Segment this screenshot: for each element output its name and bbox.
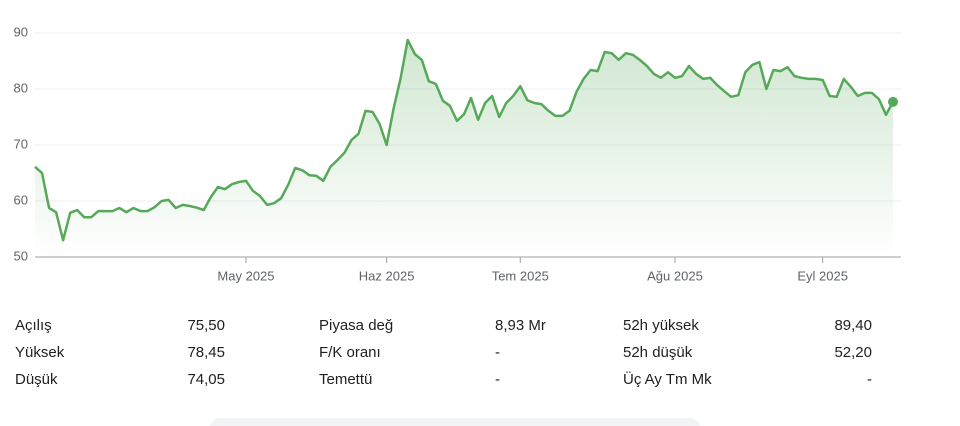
stat-value: 52,20 [834,344,872,361]
stat-value: - [495,371,500,388]
stat-label: Yüksek [15,344,65,361]
stat-label: 52h düşük [623,344,693,361]
stat-value: 74,05 [187,371,225,388]
stat-label: Temettü [319,371,372,388]
stat-label: F/K oranı [319,344,381,361]
stat-value: 78,45 [187,344,225,361]
stat-label: Açılış [15,317,52,334]
stat-label: 52h yüksek [623,317,699,334]
stat-value: 89,40 [834,317,872,334]
x-tick-label: Haz 2025 [359,268,415,283]
y-tick-label: 50 [14,248,28,263]
y-tick-label: 60 [14,192,28,207]
stat-value: 8,93 Mr [495,317,546,334]
stat-label: Üç Ay Tm Mk [623,370,712,388]
stat-value: - [867,371,872,388]
y-tick-label: 80 [14,80,28,95]
price-line [34,38,895,242]
x-tick-label: Ağu 2025 [647,268,703,283]
stat-value: 75,50 [187,317,225,334]
x-tick-label: Tem 2025 [492,268,549,283]
stat-label: Düşük [15,371,58,388]
stat-label: Piyasa değ [319,317,393,334]
y-tick-label: 70 [14,136,28,151]
last-point [888,96,898,107]
x-tick-label: May 2025 [217,268,274,283]
bottom-bar [210,418,700,426]
stat-value: - [495,344,500,361]
area-fill [35,40,893,257]
x-tick-label: Eyl 2025 [797,268,848,283]
y-tick-label: 90 [14,24,28,39]
